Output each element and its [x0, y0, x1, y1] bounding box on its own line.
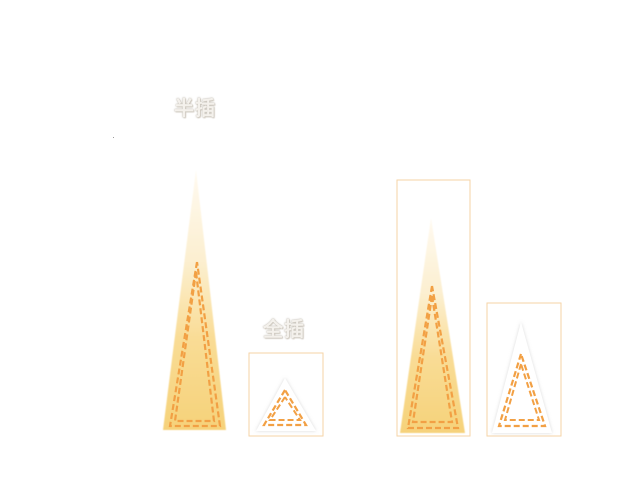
stitch-line [411, 295, 454, 424]
patch-frame [396, 179, 471, 437]
tall-triangle-patch-left [163, 170, 226, 430]
label-half: 半插 [174, 96, 216, 120]
stitch-line [168, 261, 222, 428]
label-full: 全插 [263, 317, 305, 341]
stitch-line [173, 271, 216, 423]
stitch-line [406, 285, 460, 430]
stitch-line [262, 389, 308, 427]
stitch-line [497, 353, 547, 428]
medium-triangle-patch-right [486, 302, 562, 437]
small-triangle-patch-left [248, 352, 324, 437]
stray-pixel [113, 137, 114, 138]
patch-frame [486, 302, 562, 437]
stitch-line [268, 396, 302, 421]
tall-triangle-patch-right [396, 179, 471, 437]
stitch-line [503, 363, 541, 421]
patch-frame [248, 352, 324, 437]
